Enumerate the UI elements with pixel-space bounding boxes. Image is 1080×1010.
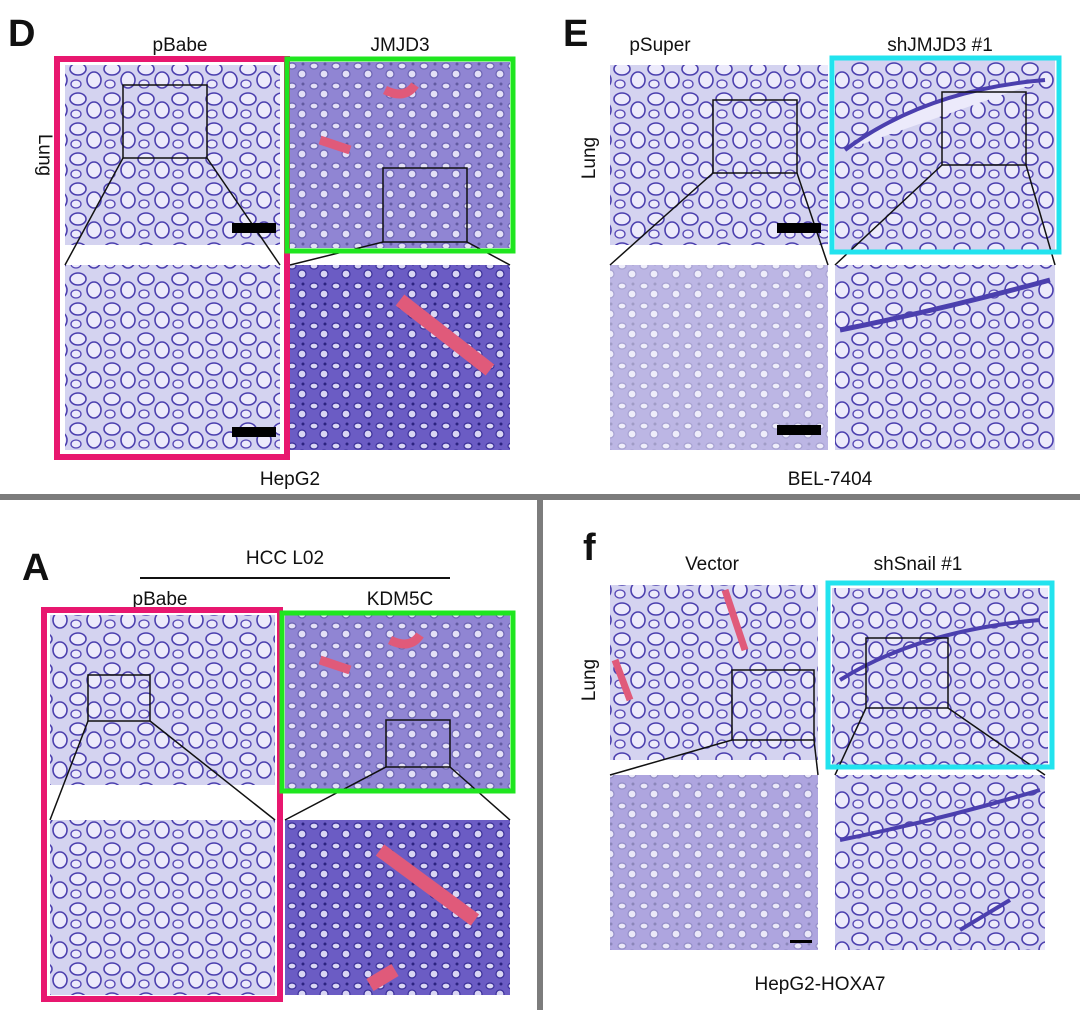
micrograph (50, 820, 275, 995)
zoom-box (865, 637, 949, 709)
divider (0, 494, 1080, 500)
micrograph (285, 820, 510, 995)
scale-bar (232, 427, 276, 437)
connector (609, 172, 714, 266)
airway (838, 618, 1041, 682)
row-label: Lung (34, 134, 55, 176)
micrograph (832, 588, 1048, 765)
micrograph (610, 65, 828, 245)
highlight-frame (825, 580, 1055, 770)
connector (206, 157, 281, 266)
vessel (318, 632, 424, 675)
column-label: pBabe (133, 589, 188, 610)
micrograph (65, 65, 280, 245)
micrograph (610, 265, 828, 450)
column-label: JMJD3 (370, 35, 429, 56)
connector (149, 720, 276, 821)
airway (839, 277, 1051, 333)
header-label: HCC L02 (246, 548, 324, 569)
scale-bar (777, 425, 821, 435)
connector (834, 707, 867, 776)
zoom-box (382, 167, 468, 243)
airway (843, 78, 1046, 152)
connector (64, 157, 124, 266)
micrograph (50, 615, 275, 785)
vessel (318, 82, 419, 155)
panel-label: E (563, 13, 588, 55)
scale-bar (790, 940, 812, 943)
column-label: pSuper (629, 35, 691, 56)
panel-a: A HCC L02 pBabe KDM5C (22, 547, 516, 1002)
panel-label: f (583, 527, 596, 569)
zoom-box (87, 674, 151, 722)
cell-line-label: BEL-7404 (788, 469, 873, 490)
scale-bar (232, 223, 276, 233)
vessel (395, 294, 495, 376)
micrograph (835, 265, 1055, 450)
row-label: Lung (579, 659, 600, 701)
zoom-box (731, 669, 815, 741)
column-label: Vector (685, 554, 740, 575)
row-label: Lung (579, 137, 600, 179)
divider (537, 500, 543, 1010)
airway (839, 788, 1041, 932)
panel-e: E pSuper shJMJD3 #1 Lung BEL-7404 (563, 13, 1062, 490)
zoom-box (385, 719, 451, 768)
connector (796, 172, 829, 266)
micrograph (835, 60, 1055, 250)
column-label: pBabe (153, 35, 208, 56)
panel-d: D pBabe JMJD3 Lung HepG2 (8, 13, 516, 490)
micrograph (835, 775, 1045, 950)
cell-line-label: HepG2 (260, 469, 320, 490)
highlight-frame (41, 607, 283, 1002)
column-label: shJMJD3 #1 (887, 35, 993, 56)
connector (609, 739, 733, 776)
panel-label: D (8, 13, 35, 55)
column-label: shSnail #1 (874, 554, 963, 575)
vessel (366, 844, 480, 992)
connector (834, 164, 943, 266)
column-label: KDM5C (367, 589, 434, 610)
zoom-box (712, 99, 798, 174)
highlight-frame (279, 610, 516, 794)
micrograph (610, 585, 818, 760)
zoom-box (122, 84, 208, 159)
connector (1025, 164, 1056, 266)
micrograph (65, 265, 280, 450)
highlight-frame (54, 56, 290, 460)
panel-f: f Vector shSnail #1 Lung HepG2-HOXA7 (579, 527, 1055, 995)
micrograph (610, 775, 818, 950)
vessel (611, 588, 749, 702)
connector (947, 707, 1046, 776)
cell-line-label: HepG2-HOXA7 (755, 974, 886, 995)
connector (813, 739, 819, 776)
highlight-frame (829, 55, 1062, 255)
panel-label: A (22, 547, 49, 589)
zoom-box (941, 91, 1027, 166)
connector (49, 720, 89, 821)
highlight-frame (284, 56, 516, 254)
scale-bar (777, 223, 821, 233)
